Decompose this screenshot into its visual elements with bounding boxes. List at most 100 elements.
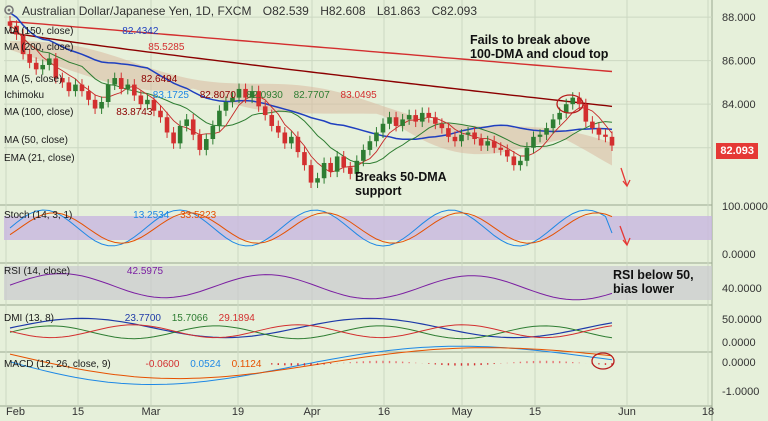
candle-body xyxy=(478,139,484,146)
candle-body xyxy=(145,99,150,105)
candle-body xyxy=(524,147,530,161)
candle-body xyxy=(40,64,46,70)
candle-body xyxy=(138,95,144,105)
candle-body xyxy=(7,21,13,26)
ma50-legend[interactable]: MA (50, close) xyxy=(4,135,74,146)
candle-body xyxy=(380,123,386,133)
dmi-tick-label: 50.0000 xyxy=(722,314,762,326)
candle-body xyxy=(544,128,549,135)
low-value: L81.863 xyxy=(376,4,421,18)
down-arrow-price-head xyxy=(622,179,631,188)
price-tick-label: 86.000 xyxy=(722,56,756,68)
down-arrow-price xyxy=(620,167,628,187)
ma50-line xyxy=(9,12,613,141)
ma5-legend[interactable]: MA (5, close) 82.6494 xyxy=(4,74,183,85)
time-tick-label: 16 xyxy=(378,406,390,418)
candle-body xyxy=(531,136,536,148)
time-axis: Feb 15 Mar 19 Apr 16 May 15 Jun 18 xyxy=(6,406,714,418)
macd-label: MACD (12, 26, close, 9) xyxy=(4,359,111,370)
rsi-tick-label: 40.0000 xyxy=(722,283,762,295)
candle-body xyxy=(537,134,543,137)
rsi-legend[interactable]: RSI (14, close) 42.5975 xyxy=(4,266,171,277)
candle-body xyxy=(511,156,517,166)
candle-body xyxy=(413,115,418,122)
candle-body xyxy=(158,110,163,118)
ma200-legend[interactable]: MA (200, close) 85.5285 xyxy=(4,42,190,53)
candle-body xyxy=(367,141,373,150)
gear-icon[interactable] xyxy=(3,4,15,16)
price-tick-label: 88.000 xyxy=(722,12,756,24)
candle-body xyxy=(583,104,589,122)
candle-body xyxy=(151,99,157,111)
candle-body xyxy=(393,117,399,126)
macd-hist-value: -0.0600 xyxy=(145,359,180,370)
candle-body xyxy=(354,160,360,174)
candle-body xyxy=(465,132,471,135)
candle-body xyxy=(472,132,477,140)
candle-body xyxy=(570,97,576,105)
ema21-legend[interactable]: EMA (21, close) xyxy=(4,153,81,164)
dmi-label: DMI (13, 8) xyxy=(4,313,55,324)
time-tick-label: Apr xyxy=(303,406,320,418)
macd-highlight-circle xyxy=(591,352,615,370)
candle-body xyxy=(419,112,425,122)
candle-body xyxy=(374,132,379,142)
candle-body xyxy=(125,84,131,89)
time-tick-label: 15 xyxy=(72,406,84,418)
ma200-value: 85.5285 xyxy=(148,42,185,53)
stoch-legend[interactable]: Stoch (14, 3, 1) 13.2534 33.5223 xyxy=(4,210,224,221)
rsi-band xyxy=(4,266,712,300)
candle-body xyxy=(236,88,242,98)
candle-body xyxy=(46,58,52,65)
ma100-legend[interactable]: MA (100, close) 83.8743 xyxy=(4,107,158,118)
candlesticks xyxy=(7,15,615,189)
time-tick-label: 18 xyxy=(702,406,714,418)
open-value: O82.539 xyxy=(262,4,309,18)
candle-body xyxy=(328,162,333,172)
stoch-label: Stoch (14, 3, 1) xyxy=(4,210,73,221)
candle-body xyxy=(505,149,510,157)
candle-body xyxy=(269,115,275,126)
candle-body xyxy=(66,82,72,92)
ichimoku-legend[interactable]: Ichimoku 83.1725 82.8070 82.0930 82.7707… xyxy=(4,90,385,101)
candle-body xyxy=(112,78,117,85)
ma150-legend[interactable]: MA (150, close) 82.4342 xyxy=(4,26,164,37)
dmi-legend[interactable]: DMI (13, 8) 23.7700 15.7066 29.1894 xyxy=(4,313,263,324)
ma100-value: 83.8743 xyxy=(116,107,153,118)
stoch-d-value: 33.5223 xyxy=(180,210,217,221)
candle-body xyxy=(433,117,438,124)
chart-header: Australian Dollar/Japanese Yen, 1D, FXCM… xyxy=(22,4,485,18)
candle-body xyxy=(249,91,255,98)
ma100-label: MA (100, close) xyxy=(4,107,74,118)
candle-body xyxy=(406,115,412,120)
down-arrow-stoch xyxy=(619,225,628,246)
macd-signal-line xyxy=(9,347,613,380)
ma5-label: MA (5, close) xyxy=(4,74,63,85)
candle-body xyxy=(27,54,32,63)
candle-body xyxy=(92,99,98,109)
candle-body xyxy=(576,97,582,105)
candle-body xyxy=(439,123,445,129)
candle-body xyxy=(197,134,203,150)
candle-body xyxy=(361,149,366,161)
candle-body xyxy=(563,104,569,113)
macd-legend[interactable]: MACD (12, 26, close, 9) -0.0600 0.0524 0… xyxy=(4,359,269,370)
stoch-k-line xyxy=(9,209,613,247)
candle-body xyxy=(14,25,19,35)
candle-body xyxy=(334,156,340,172)
rsi-label: RSI (14, close) xyxy=(4,266,71,277)
candle-body xyxy=(308,165,314,183)
candle-body xyxy=(217,110,222,126)
candle-body xyxy=(99,102,104,109)
candle-body xyxy=(60,78,65,83)
candle-body xyxy=(459,134,464,142)
down-arrow-stoch-head xyxy=(622,237,631,247)
annotation-top: Fails to break above 100-DMA and cloud t… xyxy=(470,33,608,61)
ema21-label: EMA (21, close) xyxy=(4,153,75,164)
annotation-dma50-text: Breaks 50-DMA support xyxy=(355,170,447,198)
ma200-line xyxy=(9,20,613,73)
candle-body xyxy=(262,106,268,116)
annotation-rsi: RSI below 50, bias lower xyxy=(613,268,694,296)
dmi-tick-label: 0.0000 xyxy=(722,337,756,349)
